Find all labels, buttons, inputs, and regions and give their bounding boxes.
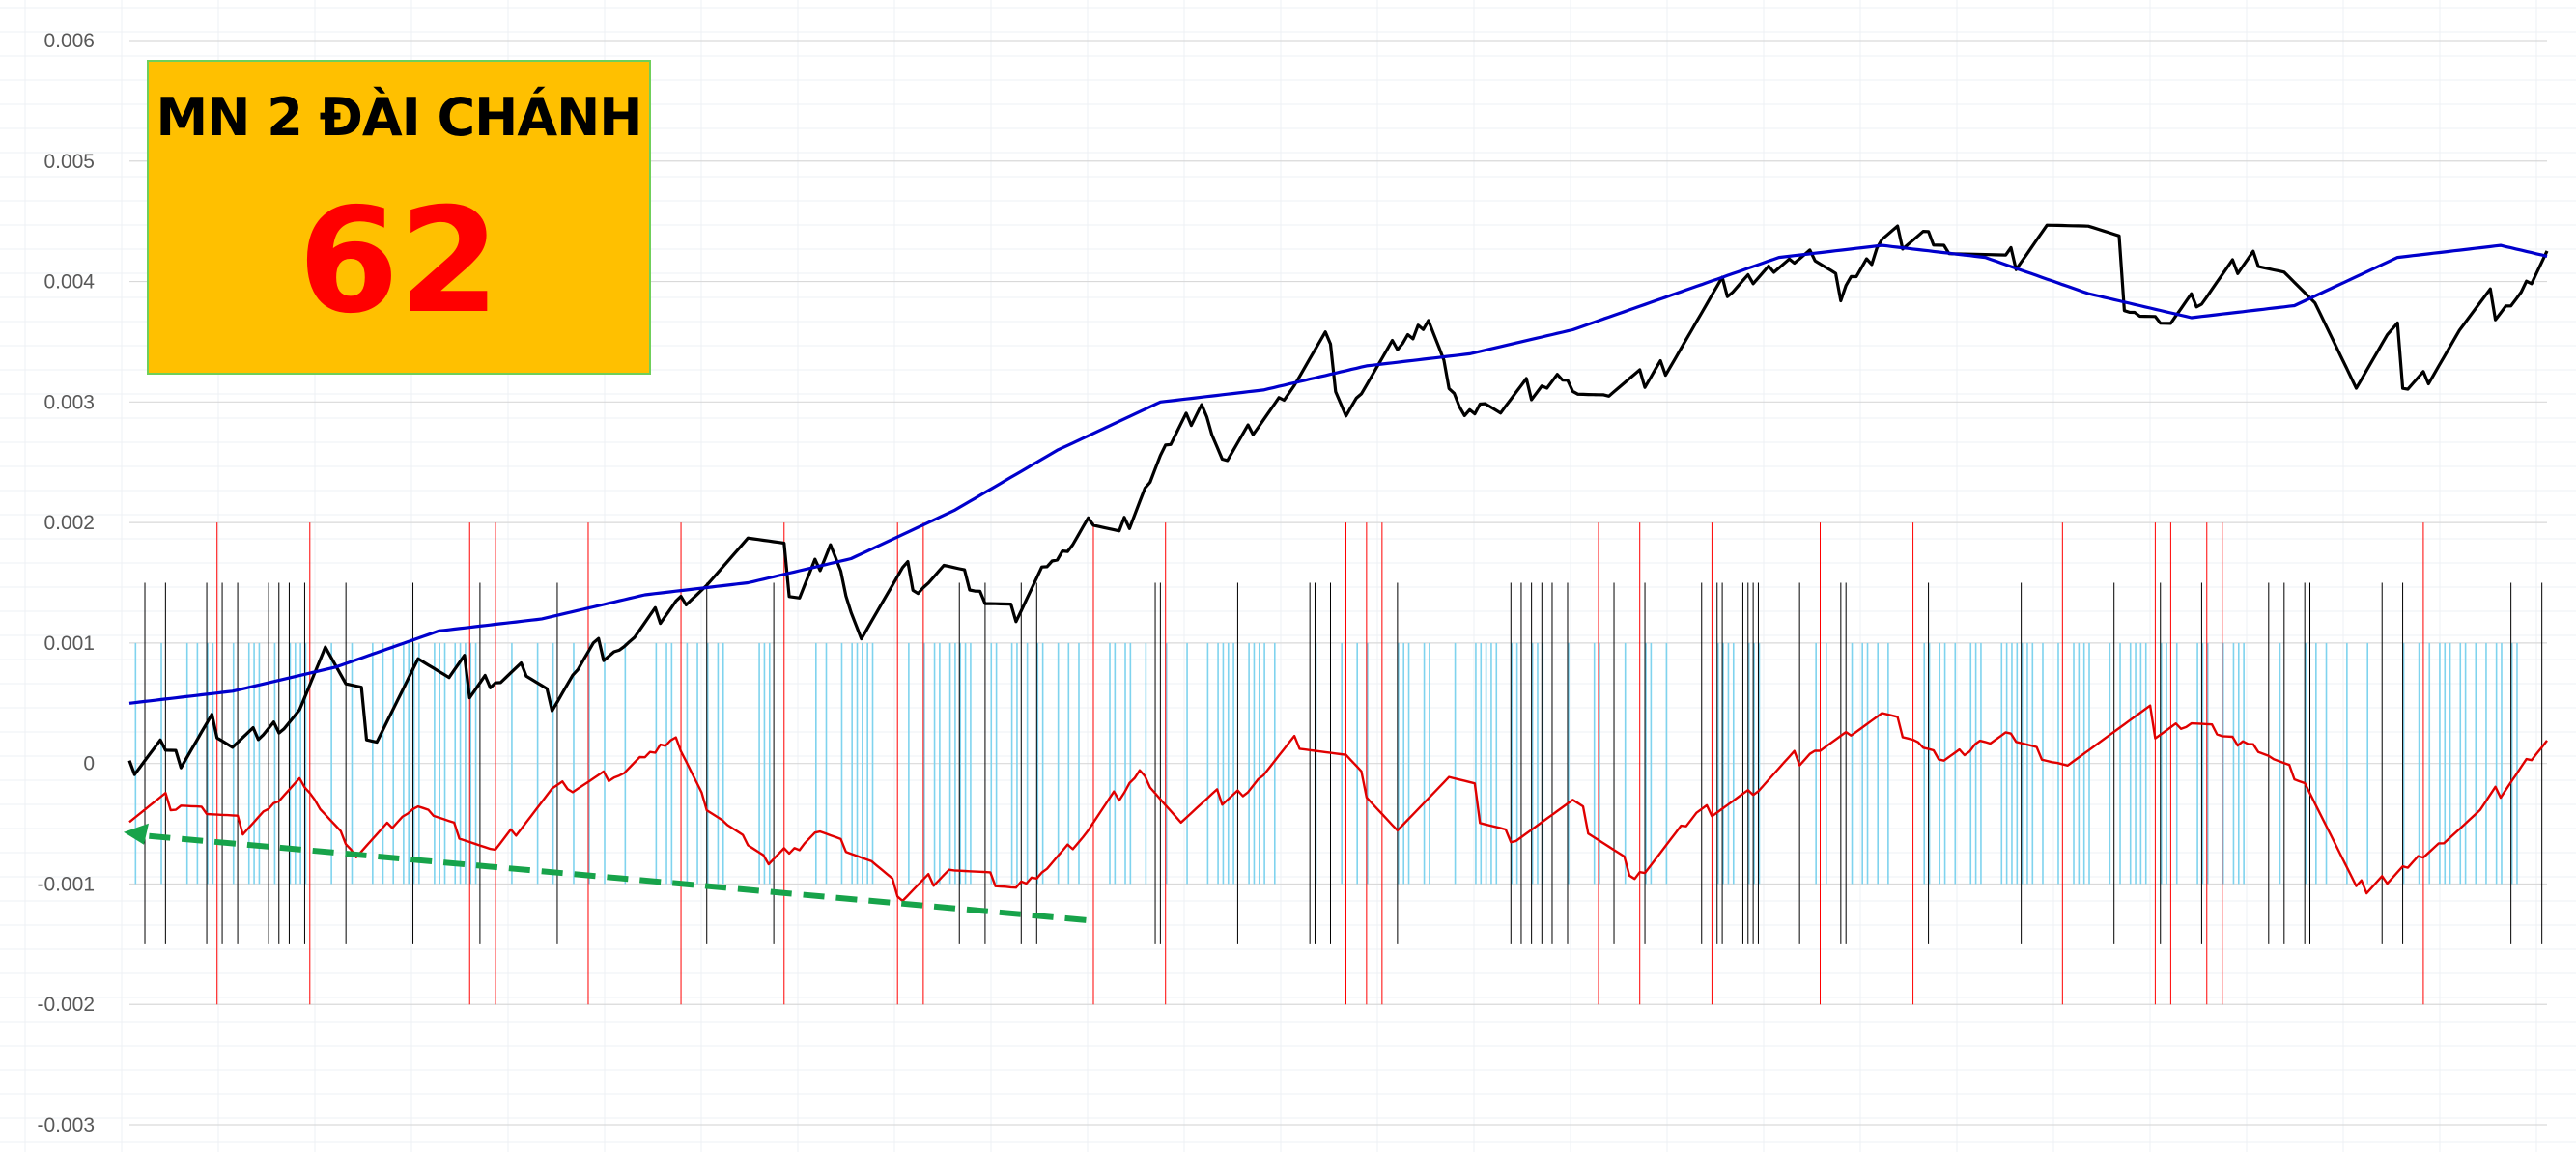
series-line-1 (128, 243, 2548, 705)
y-axis-ticks: 0.006 0.005 0.004 0.003 0.002 0.001 0 -0.001 -0.… (37, 30, 95, 1137)
y-tick-label: 0.003 (43, 391, 95, 413)
trend-arrow-line (138, 831, 1087, 923)
y-tick-label: 0.004 (43, 271, 95, 294)
trend-arrow-head (124, 823, 149, 845)
y-tick-label: 0.006 (43, 30, 95, 52)
series-lines (127, 223, 2549, 903)
y-tick-label: -0.003 (37, 1114, 95, 1137)
series-line-0 (127, 223, 2549, 776)
annotation (124, 823, 1087, 923)
y-tick-label: -0.002 (37, 994, 95, 1016)
title-box: MN 2 ĐÀI CHÁNH 62 (147, 60, 651, 375)
y-tick-label: -0.001 (37, 873, 95, 895)
y-tick-label: 0 (83, 753, 95, 775)
title-box-title: MN 2 ĐÀI CHÁNH (156, 87, 642, 148)
title-box-number: 62 (297, 178, 500, 346)
series-line-2 (128, 704, 2548, 903)
y-tick-label: 0.005 (43, 151, 95, 173)
y-tick-label: 0.002 (43, 512, 95, 534)
y-tick-label: 0.001 (43, 632, 95, 655)
